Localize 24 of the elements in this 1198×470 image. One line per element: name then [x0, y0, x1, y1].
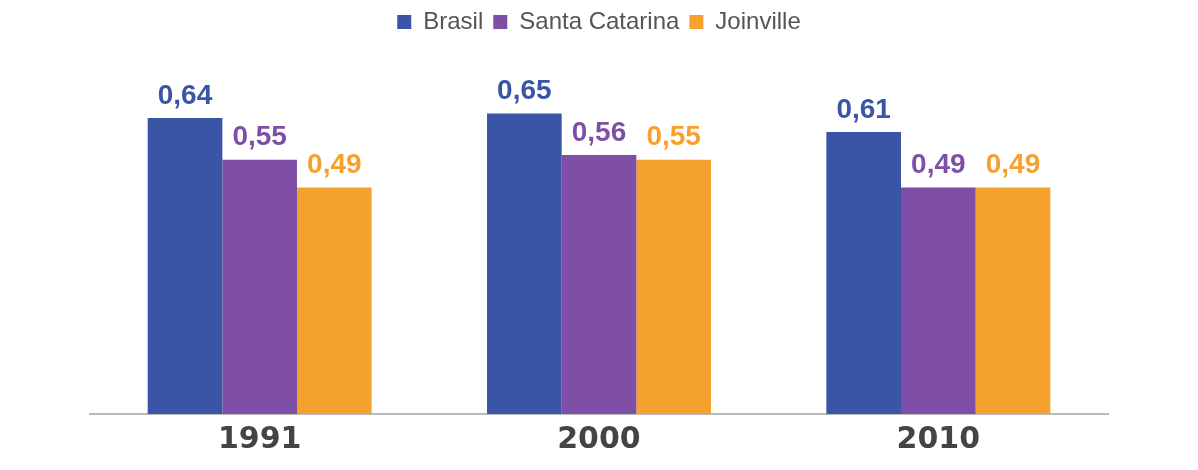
bar — [487, 113, 562, 414]
data-label: 0,55 — [646, 120, 701, 152]
data-label: 0,49 — [911, 148, 966, 180]
bar — [975, 187, 1051, 414]
bar — [296, 187, 372, 414]
bar — [222, 159, 297, 414]
data-label: 0,55 — [232, 120, 287, 152]
data-label: 0,49 — [307, 148, 362, 180]
bar — [636, 159, 711, 414]
x-tick-label: 2010 — [896, 419, 981, 455]
legend-label: Santa Catarina — [519, 6, 681, 34]
x-tick-label: 1991 — [217, 419, 302, 455]
data-label: 0,65 — [497, 74, 552, 106]
legend-label: Joinville — [715, 6, 801, 34]
data-label: 0,61 — [836, 92, 891, 124]
bar — [561, 155, 637, 414]
bar — [901, 187, 976, 414]
x-tick-label: 2000 — [557, 419, 641, 455]
legend-label: Brasil — [423, 6, 484, 34]
data-label: 0,56 — [571, 115, 627, 147]
bar — [147, 118, 223, 414]
data-label: 0,49 — [985, 148, 1041, 180]
data-label: 0,64 — [157, 78, 213, 110]
bar — [826, 131, 902, 414]
